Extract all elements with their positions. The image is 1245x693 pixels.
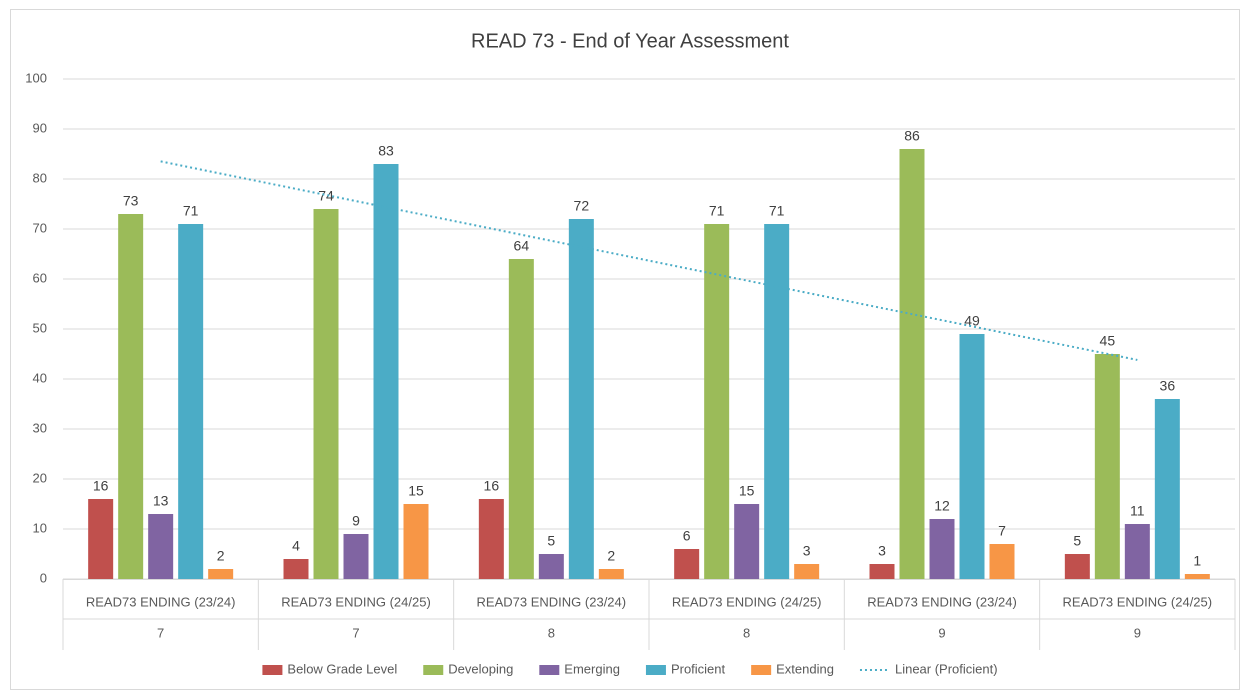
bar xyxy=(1064,554,1090,579)
bar xyxy=(929,519,955,579)
data-label: 73 xyxy=(123,193,139,209)
chart-title: READ 73 - End of Year Assessment xyxy=(471,30,789,52)
y-tick-label: 80 xyxy=(33,170,47,185)
bar xyxy=(1124,524,1150,579)
data-label: 71 xyxy=(709,203,725,219)
y-tick-label: 60 xyxy=(33,270,47,285)
x-tick-label: READ73 ENDING (24/25) xyxy=(672,594,822,609)
data-label: 2 xyxy=(217,548,225,564)
bar xyxy=(1154,399,1180,579)
data-label: 5 xyxy=(547,533,555,549)
x-tick-label: READ73 ENDING (23/24) xyxy=(86,594,236,609)
legend-label: Linear (Proficient) xyxy=(895,661,998,676)
y-tick-label: 0 xyxy=(40,570,47,585)
data-label: 74 xyxy=(318,188,334,204)
bar xyxy=(403,504,429,579)
y-tick-label: 10 xyxy=(33,520,47,535)
data-label: 36 xyxy=(1160,378,1176,394)
x-group-label: 8 xyxy=(548,625,555,640)
data-label: 86 xyxy=(904,128,920,144)
y-tick-label: 50 xyxy=(33,320,47,335)
bar xyxy=(568,219,594,579)
data-label: 5 xyxy=(1073,533,1081,549)
bar xyxy=(313,209,339,579)
bar xyxy=(704,224,730,579)
data-label: 49 xyxy=(964,313,980,329)
legend-label: Below Grade Level xyxy=(287,661,397,676)
legend-label: Emerging xyxy=(564,661,620,676)
x-group-label: 7 xyxy=(157,625,164,640)
bar xyxy=(899,149,925,579)
data-label: 2 xyxy=(607,548,615,564)
bar xyxy=(283,559,309,579)
legend-label: Proficient xyxy=(671,661,726,676)
x-group-label: 8 xyxy=(743,625,750,640)
legend-swatch xyxy=(423,665,444,675)
bar xyxy=(178,224,204,579)
data-label: 9 xyxy=(352,513,360,529)
bar xyxy=(373,164,399,579)
bar xyxy=(118,214,144,579)
bar xyxy=(598,569,624,579)
legend-swatch xyxy=(262,665,283,675)
data-label: 13 xyxy=(153,493,169,509)
data-label: 15 xyxy=(739,483,755,499)
data-label: 1 xyxy=(1193,553,1201,569)
x-tick-label: READ73 ENDING (24/25) xyxy=(1063,594,1213,609)
bar xyxy=(478,499,504,579)
legend-swatch xyxy=(645,665,666,675)
bar xyxy=(734,504,760,579)
data-label: 4 xyxy=(292,538,300,554)
y-tick-label: 70 xyxy=(33,220,47,235)
bar xyxy=(674,549,700,579)
legend-swatch xyxy=(751,665,772,675)
legend-label: Extending xyxy=(776,661,834,676)
data-label: 16 xyxy=(93,478,109,494)
y-tick-label: 20 xyxy=(33,470,47,485)
data-label: 3 xyxy=(878,543,886,559)
bar xyxy=(1094,354,1120,579)
y-tick-label: 100 xyxy=(25,70,47,85)
legend-swatch xyxy=(539,665,560,675)
data-label: 16 xyxy=(484,478,500,494)
y-tick-label: 40 xyxy=(33,370,47,385)
data-label: 71 xyxy=(183,203,199,219)
data-label: 11 xyxy=(1130,503,1145,519)
bar xyxy=(538,554,564,579)
bar xyxy=(88,499,114,579)
bar xyxy=(794,564,820,579)
data-label: 3 xyxy=(803,543,811,559)
bar xyxy=(989,544,1015,579)
data-label: 71 xyxy=(769,203,785,219)
data-label: 45 xyxy=(1100,333,1116,349)
legend-label: Developing xyxy=(448,661,513,676)
y-tick-label: 30 xyxy=(33,420,47,435)
data-label: 83 xyxy=(378,143,394,159)
bar xyxy=(764,224,790,579)
bar xyxy=(959,334,985,579)
data-label: 72 xyxy=(574,198,590,214)
bar xyxy=(343,534,369,579)
x-group-label: 7 xyxy=(352,625,359,640)
trendline xyxy=(160,160,1138,361)
data-label: 64 xyxy=(514,238,530,254)
bar xyxy=(208,569,234,579)
data-label: 15 xyxy=(408,483,424,499)
data-label: 12 xyxy=(934,498,950,514)
x-tick-label: READ73 ENDING (23/24) xyxy=(477,594,627,609)
x-tick-label: READ73 ENDING (24/25) xyxy=(281,594,431,609)
data-label: 7 xyxy=(998,523,1006,539)
x-group-label: 9 xyxy=(1134,625,1141,640)
bar xyxy=(148,514,174,579)
bar xyxy=(869,564,895,579)
x-group-label: 9 xyxy=(938,625,945,640)
y-tick-label: 90 xyxy=(33,120,47,135)
x-tick-label: READ73 ENDING (23/24) xyxy=(867,594,1017,609)
bar xyxy=(508,259,534,579)
bar xyxy=(1184,574,1210,579)
data-label: 6 xyxy=(683,528,691,544)
